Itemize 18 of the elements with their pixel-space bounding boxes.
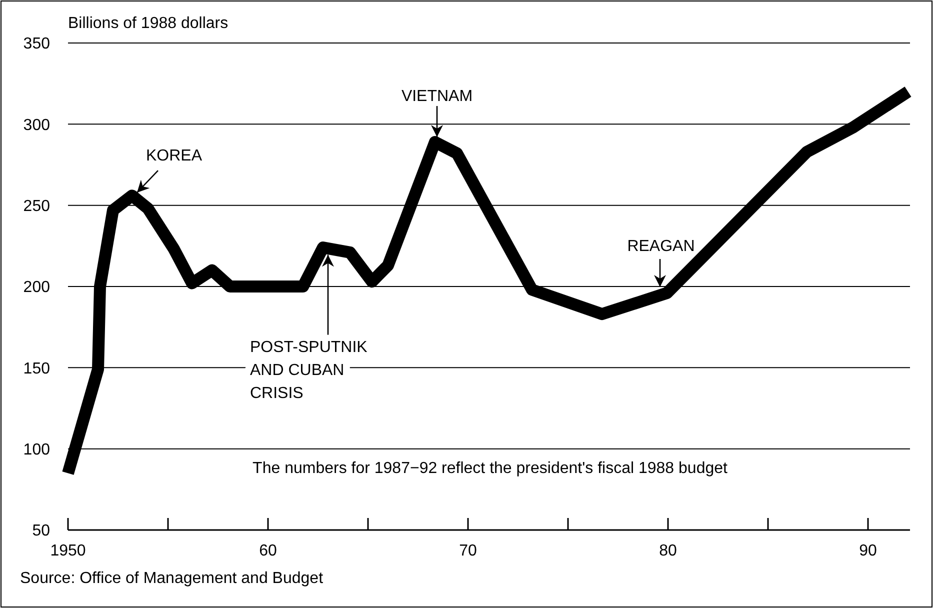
source-note: Source: Office of Management and Budget [20,570,324,587]
annotation: KOREA [146,148,202,165]
y-tick-label: 50 [32,522,50,540]
annotation: REAGAN [627,238,695,255]
x-tick-label: 70 [459,542,477,560]
x-tick-label: 60 [259,542,277,560]
y-tick-label: 300 [23,116,50,134]
y-tick-label: 100 [23,441,50,458]
y-tick-label: 350 [23,36,50,53]
annotation: The numbers for 1987−92 reflect the president's fiscal 1988 budget [252,460,728,477]
y-tick-label: 200 [23,279,50,296]
x-tick-label: 1950 [50,542,86,560]
x-tick-label: 80 [659,542,677,560]
y-tick-label: 150 [23,360,50,378]
y-tick-label: 250 [23,198,50,215]
x-tick-label: 90 [859,542,877,560]
y-axis-title: Billions of 1988 dollars [68,15,228,32]
annotation: VIETNAM [401,88,473,106]
